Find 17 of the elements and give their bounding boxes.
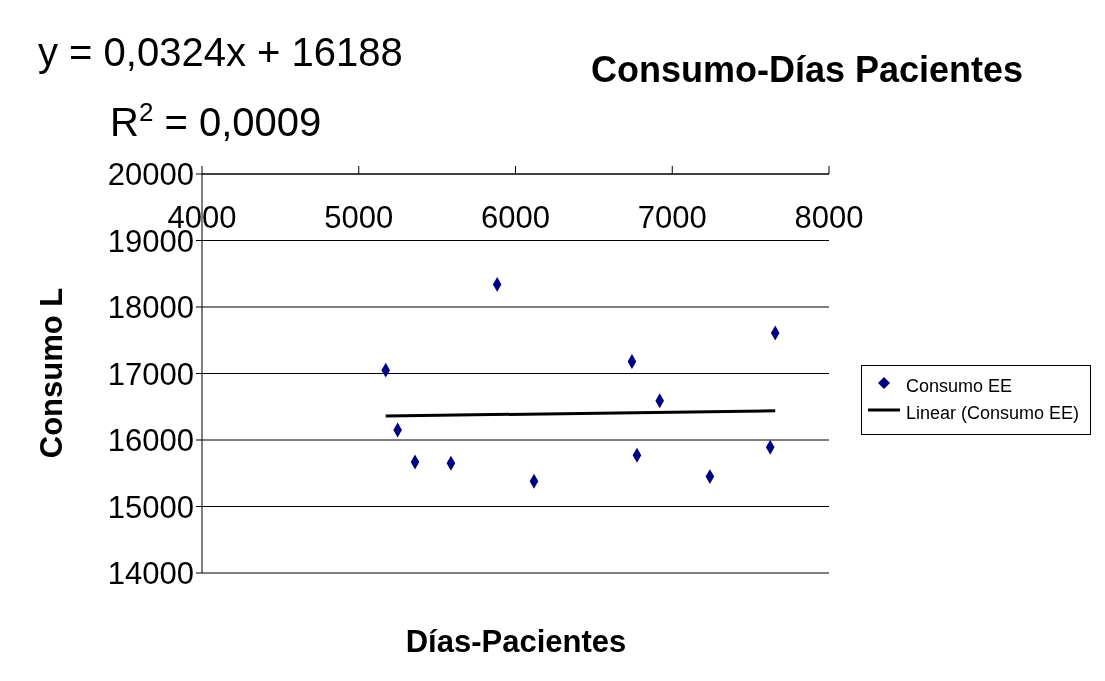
text: y = 0,0324x + 16188 xyxy=(38,30,403,74)
y-tick-label: 16000 xyxy=(107,423,194,459)
y-tick-label: 20000 xyxy=(107,157,194,193)
y-axis-title: Consumo L xyxy=(34,287,69,459)
x-tick-label: 7000 xyxy=(637,200,707,235)
x-tick-label: 5000 xyxy=(324,200,394,235)
y-tick-label: 15000 xyxy=(107,489,194,525)
legend-label: Consumo EE xyxy=(906,376,1013,397)
x-tick-label: 6000 xyxy=(481,200,550,235)
legend-label: Linear (Consumo EE) xyxy=(906,403,1080,424)
y-tick-label: 18000 xyxy=(107,290,194,326)
y-tick-label: 14000 xyxy=(107,556,194,592)
y-tick-label: 17000 xyxy=(107,356,194,392)
x-axis-title: Días-Pacientes xyxy=(405,624,627,659)
text: R$^{2}$ = 0,0009 xyxy=(110,97,322,144)
chart-title: Consumo-Días Pacientes xyxy=(590,49,1024,90)
x-tick-label: 8000 xyxy=(794,200,864,235)
